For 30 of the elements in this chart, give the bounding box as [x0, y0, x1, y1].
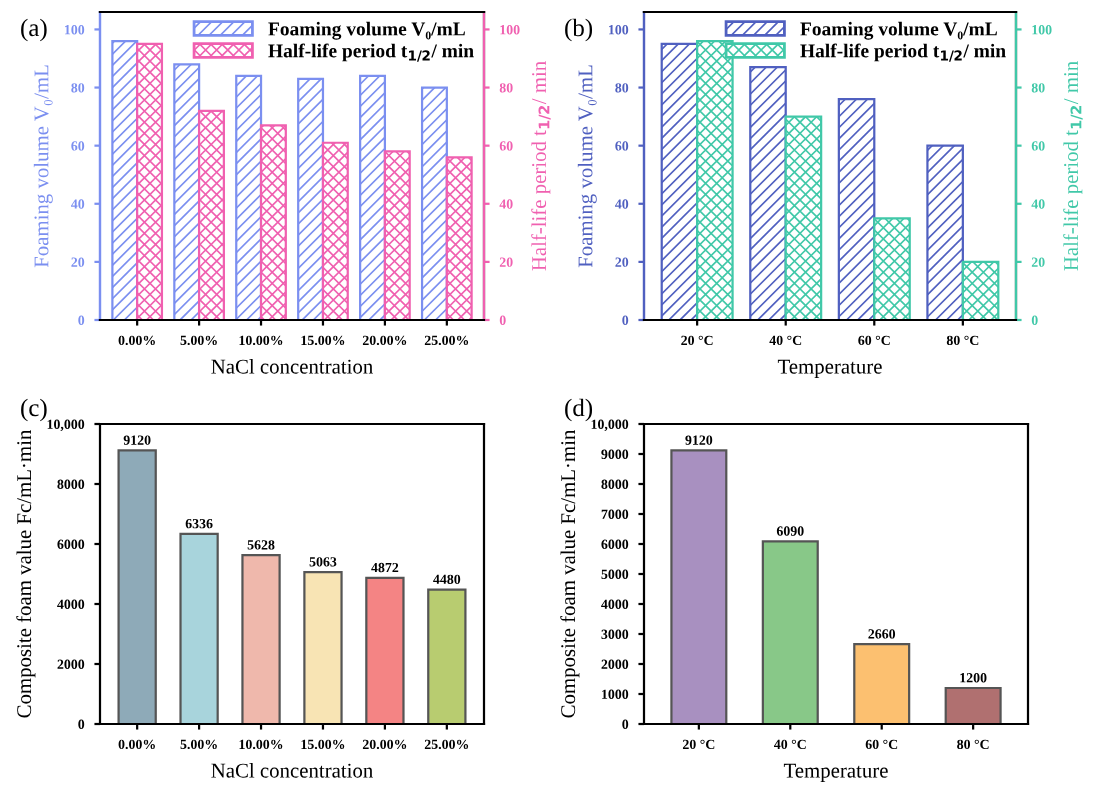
y-axis-title: Composite foam value Fc/mL·min: [16, 429, 36, 718]
bar: [365, 576, 405, 724]
legend-label: Half-life period t$_{1/2}$/ min: [800, 43, 1006, 62]
bar: [427, 588, 467, 724]
text: (d): [565, 398, 593, 422]
legend-label: Foaming volume V₀/mL: [800, 21, 997, 40]
y-axis-title: Foaming volume V₀/mL: [577, 65, 597, 268]
text: (c): [21, 398, 47, 422]
y2-axis-title: Half-life period t$_{1/2}$/ min: [531, 61, 551, 271]
x-axis-title: NaCl concentration: [211, 762, 373, 778]
bar: [179, 532, 219, 724]
x-axis-title: Temperature: [777, 359, 882, 378]
legend-label: Foaming volume V₀/mL: [268, 21, 465, 40]
y2-axis-title: Half-life period t$_{1/2}$/ min: [1063, 61, 1083, 271]
text: (b): [565, 18, 593, 42]
legend-label: Half-life period t$_{1/2}$/ min: [268, 43, 474, 62]
bar: [670, 449, 728, 724]
bar: [837, 98, 876, 320]
bar: [761, 540, 819, 724]
bar: [944, 686, 1002, 724]
bar: [241, 554, 281, 724]
bar: [926, 144, 964, 320]
x-axis-title: NaCl concentration: [211, 358, 373, 374]
y-axis-title: Composite foam value Fc/mL·min: [560, 429, 580, 718]
bar: [303, 571, 343, 724]
bar: [117, 449, 157, 724]
bar: [853, 643, 911, 724]
x-axis-title: Temperature: [783, 763, 888, 782]
text: (a): [21, 18, 47, 42]
y-axis-title: Foaming volume V₀/mL: [33, 65, 53, 268]
